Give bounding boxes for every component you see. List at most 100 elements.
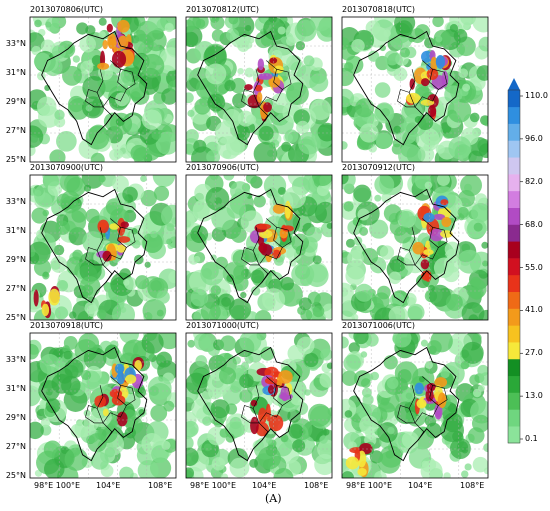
storm-cell <box>97 219 110 234</box>
precip-cell <box>31 45 41 56</box>
precip-cell <box>379 44 387 52</box>
precip-cell <box>211 457 226 471</box>
precip-cell <box>417 146 435 162</box>
storm-cell <box>33 289 39 307</box>
city-boundary <box>276 226 292 248</box>
precip-cell <box>240 362 250 371</box>
storm-cell <box>102 408 109 417</box>
precip-cell <box>359 123 379 143</box>
panel-frame <box>29 332 177 479</box>
storm-cell <box>111 50 127 68</box>
precip-cell <box>232 249 250 267</box>
storm-cell <box>414 382 425 395</box>
precip-cell <box>56 193 71 208</box>
precip-cell <box>40 417 51 428</box>
precip-cell <box>237 67 244 75</box>
precip-cell <box>131 239 141 249</box>
precip-cell <box>244 355 254 364</box>
lon-tick-label: 98°E 100°E <box>34 481 81 490</box>
precip-cell <box>230 226 247 243</box>
precip-cell <box>472 456 488 473</box>
precip-cell <box>186 372 208 395</box>
precip-cell <box>80 369 92 381</box>
precip-cell <box>344 62 354 72</box>
storm-cell <box>272 203 286 214</box>
precip-cell <box>478 36 488 52</box>
storm-cell <box>423 212 435 223</box>
city-boundary <box>241 405 259 424</box>
precip-cell <box>401 389 415 402</box>
precip-cell <box>30 343 39 360</box>
precip-cell <box>351 38 365 53</box>
panel-title: 2013070900(UTC) <box>30 163 103 172</box>
precip-cell <box>42 175 64 187</box>
province-boundary <box>353 346 460 462</box>
storm-cell <box>258 407 267 424</box>
precip-cell <box>150 404 168 422</box>
precip-cell <box>383 204 402 223</box>
precip-cell <box>471 414 488 433</box>
precip-cell <box>43 440 62 459</box>
city-boundary <box>408 376 439 424</box>
precip-cell <box>223 175 235 181</box>
precip-cell <box>265 437 273 444</box>
precip-cell <box>308 403 332 427</box>
precip-cell <box>203 443 212 452</box>
precip-cell <box>368 50 380 62</box>
storm-cell <box>435 54 446 69</box>
precip-cell <box>186 270 191 277</box>
precip-cell <box>388 305 409 320</box>
precip-cell <box>138 409 145 416</box>
precip-cell <box>398 143 422 162</box>
lat-tick-label: 25°N <box>5 155 26 164</box>
province-boundary <box>197 188 304 304</box>
precip-cell <box>312 305 325 318</box>
precip-cell <box>369 219 389 239</box>
precip-cell <box>230 77 247 94</box>
precip-cell <box>164 22 174 33</box>
city-boundary <box>96 376 127 424</box>
precip-cell <box>186 435 194 451</box>
lon-tick-label: 108°E <box>460 481 485 490</box>
lat-tick-label: 29°N <box>5 97 26 106</box>
precip-cell <box>168 270 176 284</box>
precip-cell <box>237 110 254 127</box>
precip-cell <box>115 92 129 107</box>
precip-cell <box>461 341 484 364</box>
precip-cell <box>392 333 412 348</box>
precip-cell <box>326 362 332 370</box>
colorbar-label: 27.0 <box>525 348 543 358</box>
precip-cell <box>40 39 55 54</box>
precip-cell <box>167 242 174 250</box>
panel-frame <box>341 174 489 321</box>
colorbar-segment <box>508 140 520 158</box>
precip-cell <box>483 443 488 453</box>
colorbar-segment <box>508 342 520 360</box>
precip-cell <box>294 19 317 42</box>
precip-cell <box>425 361 434 369</box>
colorbar-segment <box>508 174 520 192</box>
precip-cell <box>353 184 372 203</box>
precip-cell <box>355 283 374 302</box>
precip-cell <box>139 125 160 145</box>
precip-cell <box>130 144 147 162</box>
precip-cell <box>399 47 411 58</box>
colorbar <box>507 78 523 444</box>
city-boundary <box>252 376 283 424</box>
precip-cell <box>202 416 212 426</box>
precip-cell <box>317 439 332 460</box>
precip-cell <box>377 285 391 300</box>
storm-cell <box>426 383 437 392</box>
precip-cell <box>319 435 328 444</box>
storm-cell <box>441 70 449 88</box>
precip-cell <box>295 41 306 51</box>
precip-cell <box>224 80 236 92</box>
precip-cell <box>72 249 83 261</box>
precip-cell <box>78 333 100 354</box>
precip-cell <box>85 208 100 224</box>
precip-cell <box>474 193 487 206</box>
colorbar-label: 110.0 <box>525 91 548 100</box>
precip-cell <box>342 370 358 386</box>
lon-tick-label: 108°E <box>148 481 173 490</box>
precip-cell <box>200 301 221 320</box>
